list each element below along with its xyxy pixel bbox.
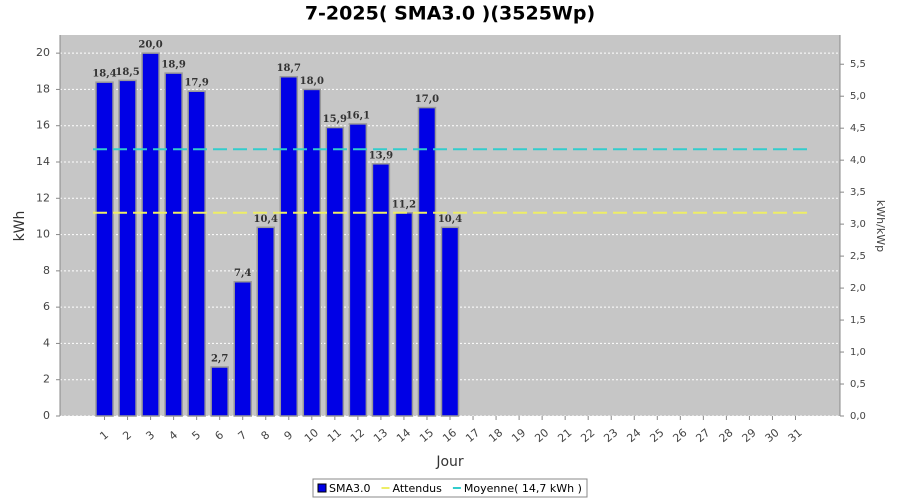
bar	[348, 123, 368, 417]
bar	[210, 366, 229, 417]
x-tick-label: 12	[348, 426, 367, 445]
bar	[141, 52, 160, 417]
legend: SMA3.0 Attendus Moyenne( 14,7 kWh )	[312, 478, 588, 498]
data-label: 18,5	[115, 67, 139, 78]
x-tick-label: 8	[259, 428, 273, 442]
y-tick-label: 16	[36, 119, 50, 132]
x-tick-label: 7	[236, 428, 250, 442]
x-tick-label: 3	[143, 428, 157, 442]
y2-tick-label: 3,5	[850, 187, 866, 198]
data-label: 2,7	[211, 354, 228, 365]
bar	[256, 226, 275, 417]
data-label: 18,9	[161, 60, 185, 71]
x-tick-label: 13	[371, 426, 390, 445]
x-tick-label: 2	[120, 428, 134, 442]
y2-tick-label: 0,0	[850, 411, 866, 422]
data-label: 10,4	[438, 214, 462, 225]
legend-swatch	[317, 483, 327, 493]
x-tick-label: 14	[394, 426, 413, 445]
x-tick-label: 23	[601, 426, 620, 445]
y-tick-label: 8	[43, 264, 50, 277]
bar	[95, 81, 114, 417]
legend-label: SMA3.0	[329, 482, 371, 495]
data-label: 11,2	[392, 199, 416, 210]
x-tick-label: 28	[717, 426, 736, 445]
data-label: 16,1	[346, 110, 370, 121]
y2-tick-label: 4,0	[850, 155, 866, 166]
bar	[233, 280, 252, 417]
data-label: 18,4	[92, 69, 116, 80]
y-tick-label: 14	[36, 155, 50, 168]
y-tick-label: 10	[36, 228, 50, 241]
y-tick-label: 6	[43, 300, 50, 313]
x-tick-label: 18	[486, 426, 505, 445]
x-tick-label: 4	[166, 428, 180, 442]
data-label: 13,9	[369, 150, 393, 161]
y2-tick-label: 0,5	[850, 379, 866, 390]
x-tick-label: 22	[578, 426, 597, 445]
x-tick-label: 19	[509, 426, 528, 445]
y-tick-label: 0	[43, 409, 50, 422]
y2-tick-label: 2,0	[850, 283, 866, 294]
x-tick-label: 10	[302, 426, 321, 445]
y2-tick-label: 1,5	[850, 315, 866, 326]
x-tick-label: 24	[624, 426, 643, 445]
x-tick-label: 11	[325, 426, 344, 445]
x-tick-label: 1	[97, 428, 111, 442]
data-label: 17,9	[184, 78, 208, 89]
data-label: 18,0	[300, 76, 324, 87]
bar	[394, 212, 414, 417]
x-axis-title: Jour	[435, 454, 464, 470]
bar	[118, 79, 137, 417]
data-label: 15,9	[323, 114, 347, 125]
legend-box	[312, 478, 588, 498]
y2-tick-label: 1,0	[850, 347, 866, 358]
x-tick-label: 15	[417, 426, 436, 445]
x-tick-label: 26	[670, 426, 689, 445]
x-tick-label: 21	[555, 426, 574, 445]
bar	[325, 126, 345, 417]
y2-tick-label: 2,5	[850, 251, 866, 262]
y-tick-label: 4	[43, 336, 50, 349]
legend-label: Moyenne( 14,7 kWh )	[464, 482, 582, 495]
x-tick-label: 25	[647, 426, 666, 445]
x-tick-label: 20	[532, 426, 551, 445]
y2-tick-label: 4,5	[850, 123, 866, 134]
bar	[371, 163, 391, 417]
y-tick-label: 20	[36, 46, 50, 59]
bar	[302, 88, 322, 417]
legend-label: Attendus	[393, 482, 443, 495]
bar	[279, 75, 299, 417]
chart-title: 7-2025( SMA3.0 )(3525Wp)	[305, 3, 595, 25]
data-label: 18,7	[277, 63, 301, 74]
data-label: 17,0	[415, 94, 439, 105]
y-tick-label: 2	[43, 373, 50, 386]
y-tick-label: 18	[36, 82, 50, 95]
y2-axis-title: kWh/kWp	[874, 200, 887, 252]
x-tick-label: 5	[189, 428, 203, 442]
y-axis-title: kWh	[12, 211, 28, 242]
y-tick-label: 12	[36, 191, 50, 204]
data-label: 20,0	[138, 40, 162, 51]
x-tick-label: 16	[440, 426, 459, 445]
x-tick-label: 27	[693, 426, 712, 445]
bar	[440, 226, 460, 417]
x-tick-label: 9	[282, 428, 296, 442]
y2-tick-label: 3,0	[850, 219, 866, 230]
bar	[187, 90, 206, 417]
y2-tick-label: 5,0	[850, 91, 866, 102]
data-label: 10,4	[254, 214, 278, 225]
bar	[417, 106, 437, 417]
x-tick-label: 6	[212, 428, 226, 442]
x-tick-label: 29	[740, 426, 759, 445]
y2-tick-label: 5,5	[850, 59, 866, 70]
bar	[164, 72, 183, 417]
data-label: 7,4	[234, 268, 251, 279]
x-tick-label: 17	[463, 426, 482, 445]
x-tick-label: 30	[763, 426, 782, 445]
x-tick-label: 31	[786, 426, 805, 445]
